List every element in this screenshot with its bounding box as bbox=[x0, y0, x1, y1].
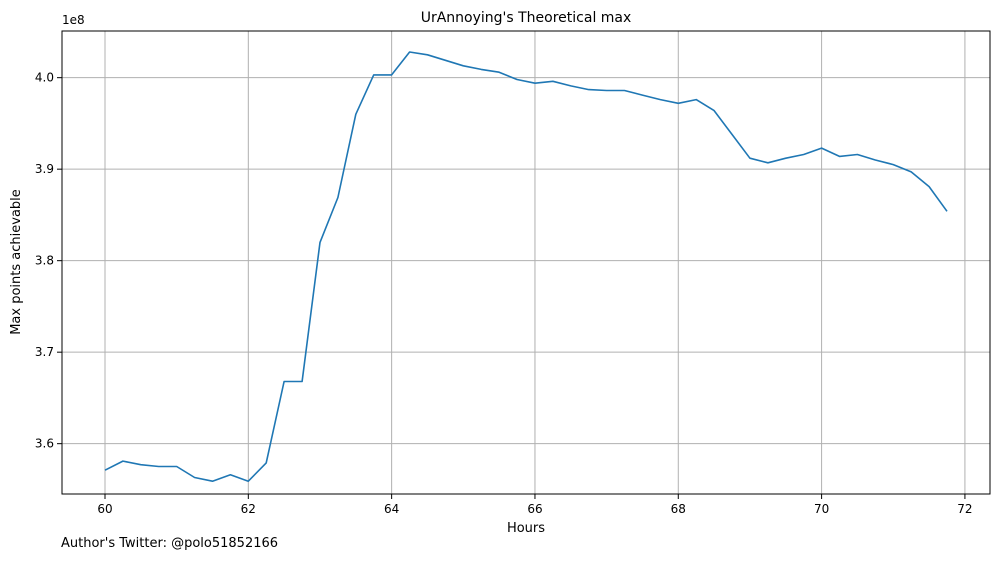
x-axis-label: Hours bbox=[507, 521, 545, 536]
y-offset-label: 1e8 bbox=[62, 13, 85, 27]
y-tick-label: 3.9 bbox=[35, 162, 54, 176]
x-tick-label: 70 bbox=[814, 502, 829, 516]
x-tick-label: 66 bbox=[527, 502, 542, 516]
plot-frame bbox=[61, 30, 991, 495]
y-tick-label: 4.0 bbox=[35, 71, 54, 85]
y-tick-label: 3.6 bbox=[35, 437, 54, 451]
y-tick-label: 3.7 bbox=[35, 345, 54, 359]
y-tick-label: 3.8 bbox=[35, 254, 54, 268]
series-layer bbox=[104, 51, 948, 483]
x-tick-label: 68 bbox=[671, 502, 686, 516]
chart-title: UrAnnoying's Theoretical max bbox=[421, 10, 632, 26]
axis-ticks: 60 62 64 66 68 70 72 3.6 3.7 3.8 3.9 4.0 bbox=[35, 71, 973, 516]
x-tick-label: 62 bbox=[241, 502, 256, 516]
y-axis-label: Max points achievable bbox=[9, 189, 24, 335]
author-twitter-note: Author's Twitter: @polo51852166 bbox=[61, 536, 279, 551]
x-tick-label: 72 bbox=[957, 502, 972, 516]
x-tick-label: 64 bbox=[384, 502, 399, 516]
x-tick-label: 60 bbox=[97, 502, 112, 516]
series-line bbox=[104, 51, 948, 483]
grid bbox=[62, 31, 990, 494]
